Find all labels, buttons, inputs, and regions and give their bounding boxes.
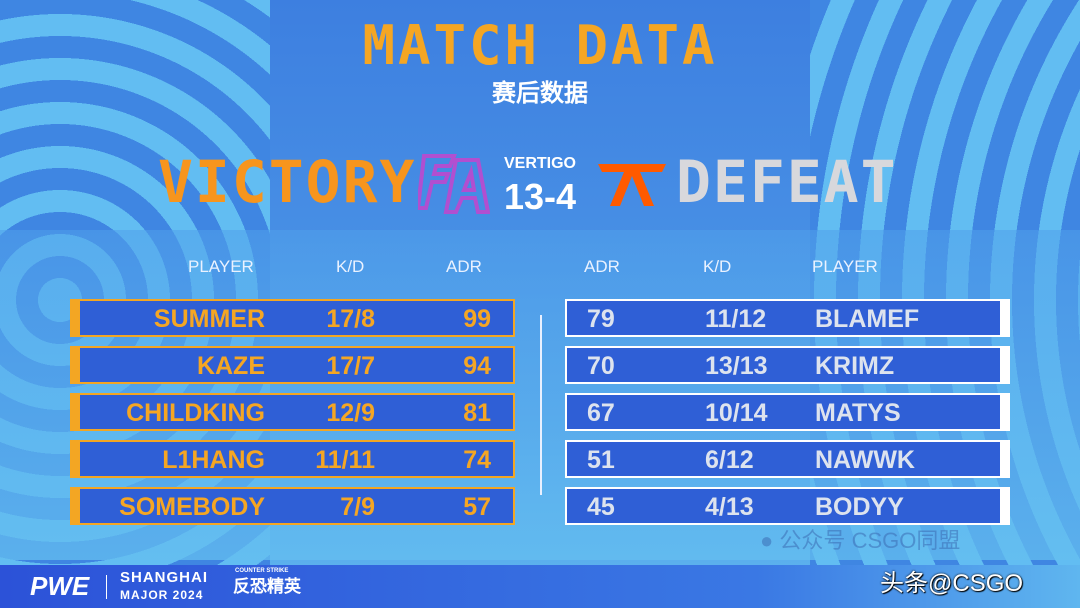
faze-logo bbox=[418, 154, 490, 214]
player-adr: 81 bbox=[463, 399, 491, 427]
player-name: NAWWK bbox=[815, 446, 915, 474]
row-tag bbox=[1000, 489, 1008, 523]
player-name: BODYY bbox=[815, 493, 904, 521]
right-player-row: 67 10/14 MATYS bbox=[565, 393, 1010, 431]
row-tag bbox=[1000, 442, 1008, 476]
player-kd: 12/9 bbox=[326, 399, 375, 427]
page-subtitle: 赛后数据 bbox=[492, 80, 588, 107]
row-tag bbox=[72, 348, 80, 382]
player-kd: 13/13 bbox=[705, 352, 768, 380]
right-player-row: 79 11/12 BLAMEF bbox=[565, 299, 1010, 337]
right-header-kd: K/D bbox=[703, 257, 732, 276]
player-name: MATYS bbox=[815, 399, 901, 427]
player-adr: 99 bbox=[463, 305, 491, 333]
match-score: 13-4 bbox=[503, 176, 577, 217]
right-player-row: 51 6/12 NAWWK bbox=[565, 440, 1010, 478]
player-kd: 11/11 bbox=[315, 446, 375, 474]
event-year: MAJOR 2024 bbox=[120, 588, 204, 602]
left-player-row: KAZE 17/7 94 bbox=[70, 346, 515, 384]
wechat-icon: ● bbox=[760, 528, 774, 553]
player-name: SUMMER bbox=[153, 305, 265, 333]
player-adr: 67 bbox=[587, 399, 615, 427]
player-adr: 70 bbox=[587, 352, 615, 380]
player-adr: 57 bbox=[463, 493, 491, 521]
right-header-adr: ADR bbox=[584, 257, 620, 276]
left-player-row: L1HANG 11/11 74 bbox=[70, 440, 515, 478]
row-tag bbox=[72, 489, 80, 523]
player-kd: 10/14 bbox=[705, 399, 768, 427]
player-name: L1HANG bbox=[162, 446, 265, 474]
wechat-watermark: ● 公众号 CSGO同盟 bbox=[760, 528, 960, 554]
player-kd: 17/8 bbox=[326, 305, 375, 333]
player-adr: 79 bbox=[587, 305, 615, 333]
map-name: VERTIGO bbox=[503, 155, 576, 172]
player-adr: 51 bbox=[587, 446, 615, 474]
right-player-row: 45 4/13 BODYY bbox=[565, 487, 1010, 525]
left-player-row: SOMEBODY 7/9 57 bbox=[70, 487, 515, 525]
player-name: BLAMEF bbox=[815, 305, 920, 333]
left-header-player: PLAYER bbox=[188, 257, 254, 276]
player-name: CHILDKING bbox=[126, 399, 265, 427]
victory-label: VICTORY bbox=[158, 148, 417, 216]
page-title: MATCH DATA bbox=[362, 14, 718, 77]
player-name: KAZE bbox=[196, 352, 265, 380]
fnatic-logo bbox=[598, 164, 666, 206]
center-divider bbox=[540, 315, 542, 495]
player-kd: 4/13 bbox=[705, 493, 754, 521]
player-name: SOMEBODY bbox=[119, 493, 265, 521]
player-kd: 7/9 bbox=[340, 493, 375, 521]
player-adr: 74 bbox=[463, 446, 491, 474]
row-tag bbox=[1000, 395, 1008, 429]
row-tag bbox=[1000, 348, 1008, 382]
left-header-kd: K/D bbox=[336, 257, 365, 276]
game-logo: 反恐精英 bbox=[233, 577, 301, 596]
defeat-label: DEFEAT bbox=[676, 148, 898, 216]
footer-separator bbox=[106, 575, 107, 599]
toutiao-watermark: 头条@CSGO bbox=[880, 570, 1024, 597]
player-name: KRIMZ bbox=[815, 352, 895, 380]
left-header-adr: ADR bbox=[446, 257, 482, 276]
right-header-player: PLAYER bbox=[812, 257, 878, 276]
row-tag bbox=[72, 301, 80, 335]
player-adr: 94 bbox=[463, 352, 491, 380]
left-player-row: CHILDKING 12/9 81 bbox=[70, 393, 515, 431]
pwe-logo: PWE bbox=[30, 571, 90, 601]
player-kd: 6/12 bbox=[705, 446, 754, 474]
right-player-row: 70 13/13 KRIMZ bbox=[565, 346, 1010, 384]
player-kd: 11/12 bbox=[705, 305, 767, 333]
player-adr: 45 bbox=[587, 493, 615, 521]
wechat-account: CSGO同盟 bbox=[851, 528, 961, 553]
left-player-row: SUMMER 17/8 99 bbox=[70, 299, 515, 337]
row-tag bbox=[72, 395, 80, 429]
event-name: SHANGHAI bbox=[120, 569, 209, 586]
player-kd: 17/7 bbox=[326, 352, 375, 380]
row-tag bbox=[72, 442, 80, 476]
game-small: COUNTER STRIKE bbox=[235, 568, 289, 574]
row-tag bbox=[1000, 301, 1008, 335]
footer-bar: PWE SHANGHAI MAJOR 2024 COUNTER STRIKE 反… bbox=[0, 565, 1080, 608]
wechat-label: 公众号 bbox=[779, 528, 846, 553]
